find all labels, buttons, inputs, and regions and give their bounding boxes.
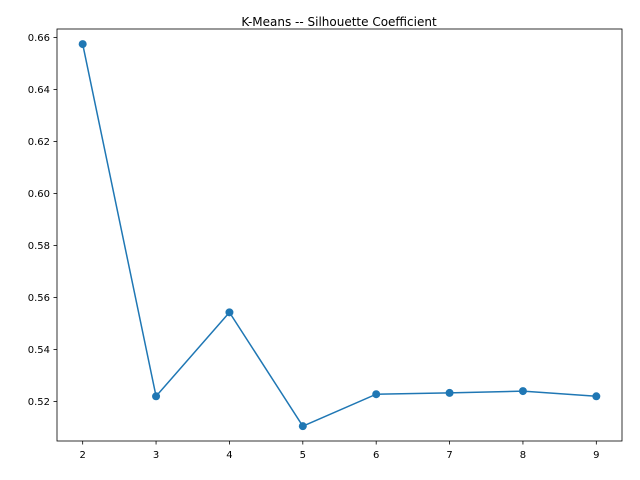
data-point xyxy=(445,388,454,397)
x-tick-label: 5 xyxy=(300,450,306,461)
plot-area xyxy=(56,28,623,442)
data-point xyxy=(225,308,234,317)
y-tick-label: 0.66 xyxy=(28,33,50,44)
y-tick-label: 0.60 xyxy=(28,189,50,200)
y-tick-label: 0.62 xyxy=(28,137,50,148)
data-point xyxy=(372,390,381,399)
y-tick-label: 0.52 xyxy=(28,397,50,408)
series-line xyxy=(81,43,597,428)
x-tick-label: 2 xyxy=(79,450,85,461)
data-point xyxy=(592,392,601,401)
data-point xyxy=(518,387,527,396)
y-tick-label: 0.56 xyxy=(28,293,50,304)
data-point xyxy=(298,422,307,431)
y-axis: 0.52 0.54 0.56 0.58 0.60 0.62 0.64 0.66 xyxy=(28,33,57,408)
x-tick-label: 6 xyxy=(373,450,379,461)
x-tick-label: 9 xyxy=(593,450,599,461)
y-tick-label: 0.54 xyxy=(28,345,50,356)
data-point xyxy=(78,40,87,49)
x-tick-label: 8 xyxy=(520,450,526,461)
y-tick-label: 0.58 xyxy=(28,241,50,252)
chart-title: K-Means -- Silhouette Coefficient xyxy=(241,15,437,29)
x-tick-label: 7 xyxy=(446,450,452,461)
x-tick-label: 4 xyxy=(226,450,232,461)
series-layer xyxy=(78,40,601,431)
x-tick-label: 3 xyxy=(153,450,159,461)
x-axis: 2 3 4 5 6 7 8 9 xyxy=(79,441,600,461)
data-point xyxy=(152,392,161,401)
y-tick-label: 0.64 xyxy=(28,85,50,96)
